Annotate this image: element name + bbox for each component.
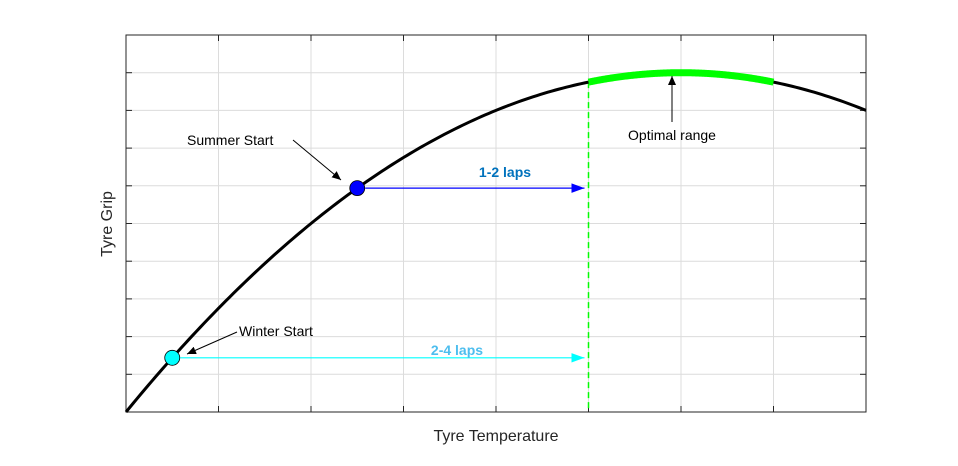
summer-laps-label: 1-2 laps xyxy=(479,164,531,180)
winter-start-label: Winter Start xyxy=(239,323,313,339)
x-axis-label: Tyre Temperature xyxy=(433,428,558,445)
optimal-range-label: Optimal range xyxy=(628,127,716,143)
winter-callout-arrow xyxy=(186,331,238,355)
summer-start-label: Summer Start xyxy=(187,132,273,148)
summer-callout-arrow xyxy=(292,139,342,181)
optimal-range-segment xyxy=(587,69,775,86)
summer-start-point xyxy=(349,180,366,197)
winter-laps-label: 2-4 laps xyxy=(431,342,483,358)
winter-start-point xyxy=(164,349,181,366)
y-axis-label: Tyre Grip xyxy=(99,191,116,257)
axis-ticks xyxy=(126,35,866,412)
